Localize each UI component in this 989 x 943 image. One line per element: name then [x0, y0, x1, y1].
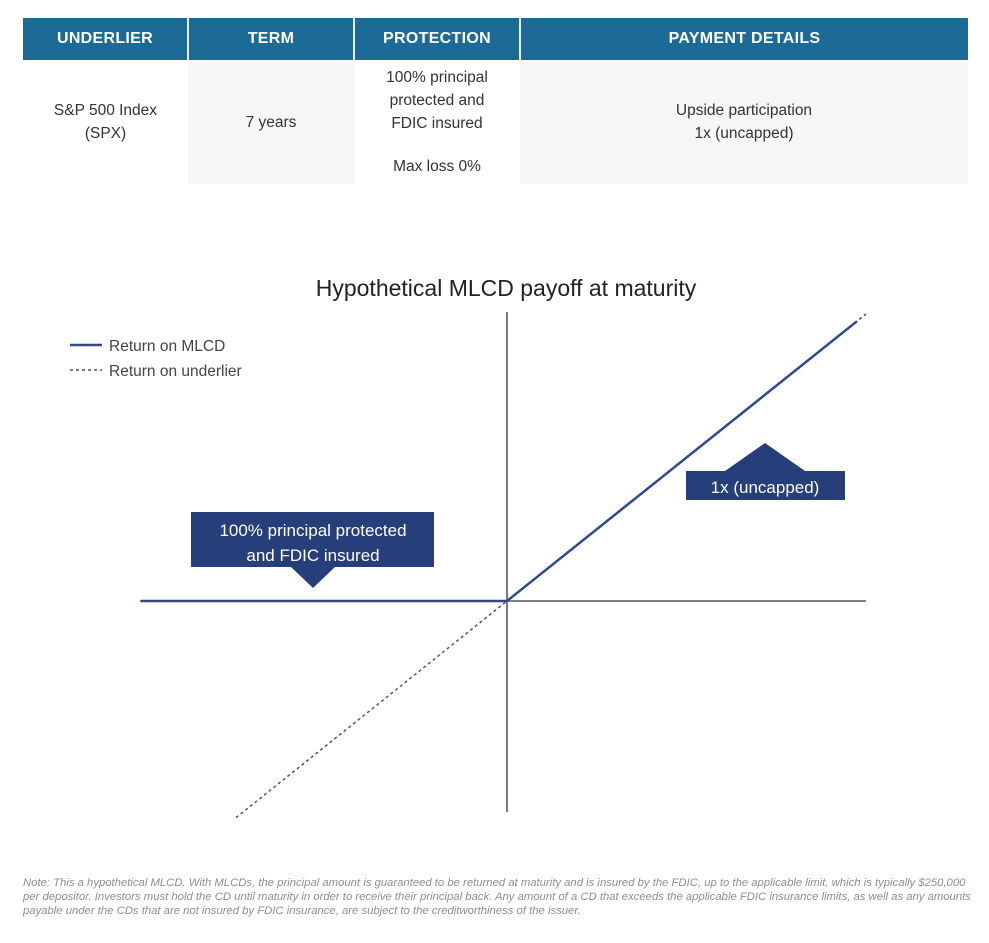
cell-payment: Upside participation 1x (uncapped): [520, 60, 968, 184]
underlier-line: (SPX): [84, 125, 127, 142]
annotation-principal-text: and FDIC insured: [246, 546, 379, 565]
annotation-principal-text: 100% principal protected: [219, 521, 406, 540]
protection-line: 100% principal: [386, 69, 488, 86]
header-protection: PROTECTION: [353, 18, 520, 60]
protection-line: FDIC insured: [391, 115, 483, 132]
footnote: Note: This a hypothetical MLCD. With MLC…: [23, 877, 971, 917]
header-payment-details: PAYMENT DETAILS: [519, 18, 968, 60]
cell-underlier: S&P 500 Index (SPX): [23, 60, 188, 184]
payment-line: Upside participation: [675, 102, 813, 119]
legend-label-mlcd: Return on MLCD: [109, 338, 225, 355]
series-line-mlcd: [140, 320, 858, 603]
cell-term: 7 years: [188, 60, 354, 184]
underlier-line: S&P 500 Index: [53, 102, 158, 119]
cell-protection: 100% principal protected and FDIC insured M…: [354, 60, 520, 184]
payoff-chart: Hypothetical MLCD payoff at maturity Ret…: [70, 275, 867, 819]
protection-line: protected and: [389, 92, 485, 109]
annotation-uncapped: 1x (uncapped): [686, 443, 845, 500]
payment-line: 1x (uncapped): [694, 125, 794, 142]
legend-label-underlier: Return on underlier: [109, 363, 242, 380]
header-term: TERM: [187, 18, 354, 60]
annotation-uncapped-text: 1x (uncapped): [711, 478, 820, 497]
terms-table: UNDERLIER TERM PROTECTION PAYMENT DETAIL…: [23, 18, 968, 184]
protection-line: Max loss 0%: [393, 158, 481, 175]
header-underlier: UNDERLIER: [23, 18, 188, 60]
chart-title: Hypothetical MLCD payoff at maturity: [316, 275, 697, 301]
annotation-principal: 100% principal protected and FDIC insure…: [191, 512, 434, 588]
